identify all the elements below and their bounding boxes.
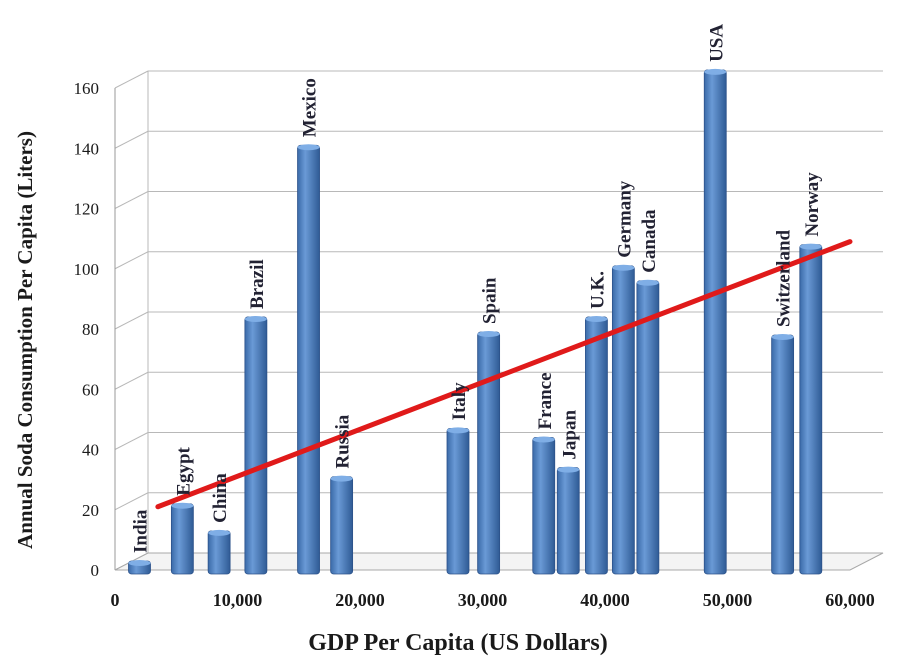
y-tick-label: 160	[74, 79, 100, 98]
country-label: U.K.	[587, 271, 608, 309]
bar-body	[771, 334, 795, 575]
bar-cap	[771, 334, 794, 341]
y-tick-label: 0	[91, 561, 100, 580]
bar-body	[477, 331, 501, 575]
x-tick-label: 30,000	[458, 590, 508, 610]
bar-body	[636, 280, 660, 575]
x-axis-ticks: 0 10,000 20,000 30,000 40,000 50,000 60,000	[111, 590, 875, 610]
country-label: India	[131, 509, 152, 553]
country-label: Norway	[802, 172, 823, 237]
bar-cap	[585, 315, 608, 322]
bar-japan	[556, 466, 580, 575]
bar-cap	[447, 427, 469, 434]
bar-egypt	[170, 502, 194, 575]
bar-cap	[704, 68, 727, 75]
x-tick-label: 0	[111, 590, 120, 610]
bar-cap	[297, 144, 320, 151]
bar-cap	[244, 315, 267, 322]
country-label: Italy	[449, 382, 470, 421]
x-tick-label: 50,000	[703, 590, 753, 610]
y-tick-label: 80	[82, 320, 99, 339]
x-axis-title: GDP Per Capita (US Dollars)	[308, 630, 608, 656]
country-label: Brazil	[247, 259, 268, 309]
y-tick-label: 60	[82, 380, 99, 399]
bar-cap	[636, 279, 659, 286]
country-label: Russia	[333, 414, 354, 468]
bar-brazil	[244, 315, 268, 575]
gridline-side	[114, 251, 149, 270]
y-axis-ticks: 0 20 40 60 80 100 120 140 160	[74, 79, 100, 580]
bar-cap	[330, 475, 353, 482]
bar-cap	[612, 264, 635, 271]
bar-body	[207, 530, 231, 575]
country-label: Japan	[559, 410, 580, 460]
country-label: USA	[706, 24, 727, 62]
country-label: Egypt	[173, 446, 194, 495]
y-tick-label: 20	[82, 501, 99, 520]
gridline-side	[114, 70, 149, 89]
country-labels: India Egypt China Brazil Mexico Russia Italy Sp…	[131, 24, 823, 553]
gridline-side	[114, 432, 149, 450]
bar-germany	[611, 264, 635, 575]
bar-body	[703, 69, 727, 575]
bar-body	[532, 437, 556, 575]
bar-body	[799, 244, 823, 575]
gridline-side	[114, 371, 149, 390]
gridline-side	[114, 311, 149, 330]
gridline-side	[114, 492, 149, 511]
x-tick-label: 20,000	[335, 590, 385, 610]
country-label: France	[535, 372, 556, 429]
trendline-layer	[155, 239, 853, 510]
y-tick-label: 40	[82, 441, 99, 460]
bar-body	[585, 316, 608, 575]
bar-uk	[585, 315, 608, 575]
bar-italy	[446, 427, 470, 575]
y-tick-label: 100	[74, 260, 100, 279]
bar-cap	[171, 502, 194, 509]
x-tick-label: 10,000	[213, 590, 263, 610]
bar-cap	[477, 331, 500, 338]
y-axis-title: Annual Soda Consumption Per Capita (Lite…	[13, 131, 37, 549]
trendline	[155, 239, 853, 510]
bar-china	[207, 529, 231, 575]
x-tick-label: 60,000	[825, 590, 875, 610]
bar-body	[611, 265, 635, 575]
bar-body	[170, 503, 194, 575]
bar-cap	[557, 466, 580, 473]
country-label: Mexico	[300, 78, 321, 137]
bar-body	[297, 144, 320, 575]
y-tick-label: 140	[74, 139, 100, 158]
bar-switzerland	[771, 334, 795, 575]
bar-usa	[703, 68, 727, 575]
bar-norway	[799, 243, 823, 575]
bar-canada	[636, 279, 660, 575]
bar-body	[244, 316, 268, 575]
country-label: Germany	[614, 180, 635, 258]
bar-body	[330, 476, 354, 575]
country-label: Canada	[639, 209, 660, 273]
bar-body	[556, 467, 580, 575]
country-label: Switzerland	[774, 229, 795, 327]
country-label: China	[210, 473, 231, 523]
bars	[128, 68, 823, 575]
country-label: Spain	[480, 277, 501, 324]
bar-cap	[128, 559, 151, 566]
bar-cap	[532, 436, 555, 443]
gridline-side	[114, 130, 149, 149]
bar-india	[128, 559, 151, 575]
bar-france	[532, 436, 556, 575]
bar-cap	[208, 529, 231, 536]
gridline-side	[114, 191, 149, 209]
bar-russia	[330, 475, 354, 575]
x-tick-label: 40,000	[580, 590, 630, 610]
bar-spain	[477, 331, 501, 575]
y-tick-label: 120	[74, 200, 100, 219]
bar-cap	[799, 243, 822, 250]
bar-mexico	[297, 144, 320, 575]
bar-body	[446, 428, 470, 575]
gridlines	[114, 70, 883, 571]
